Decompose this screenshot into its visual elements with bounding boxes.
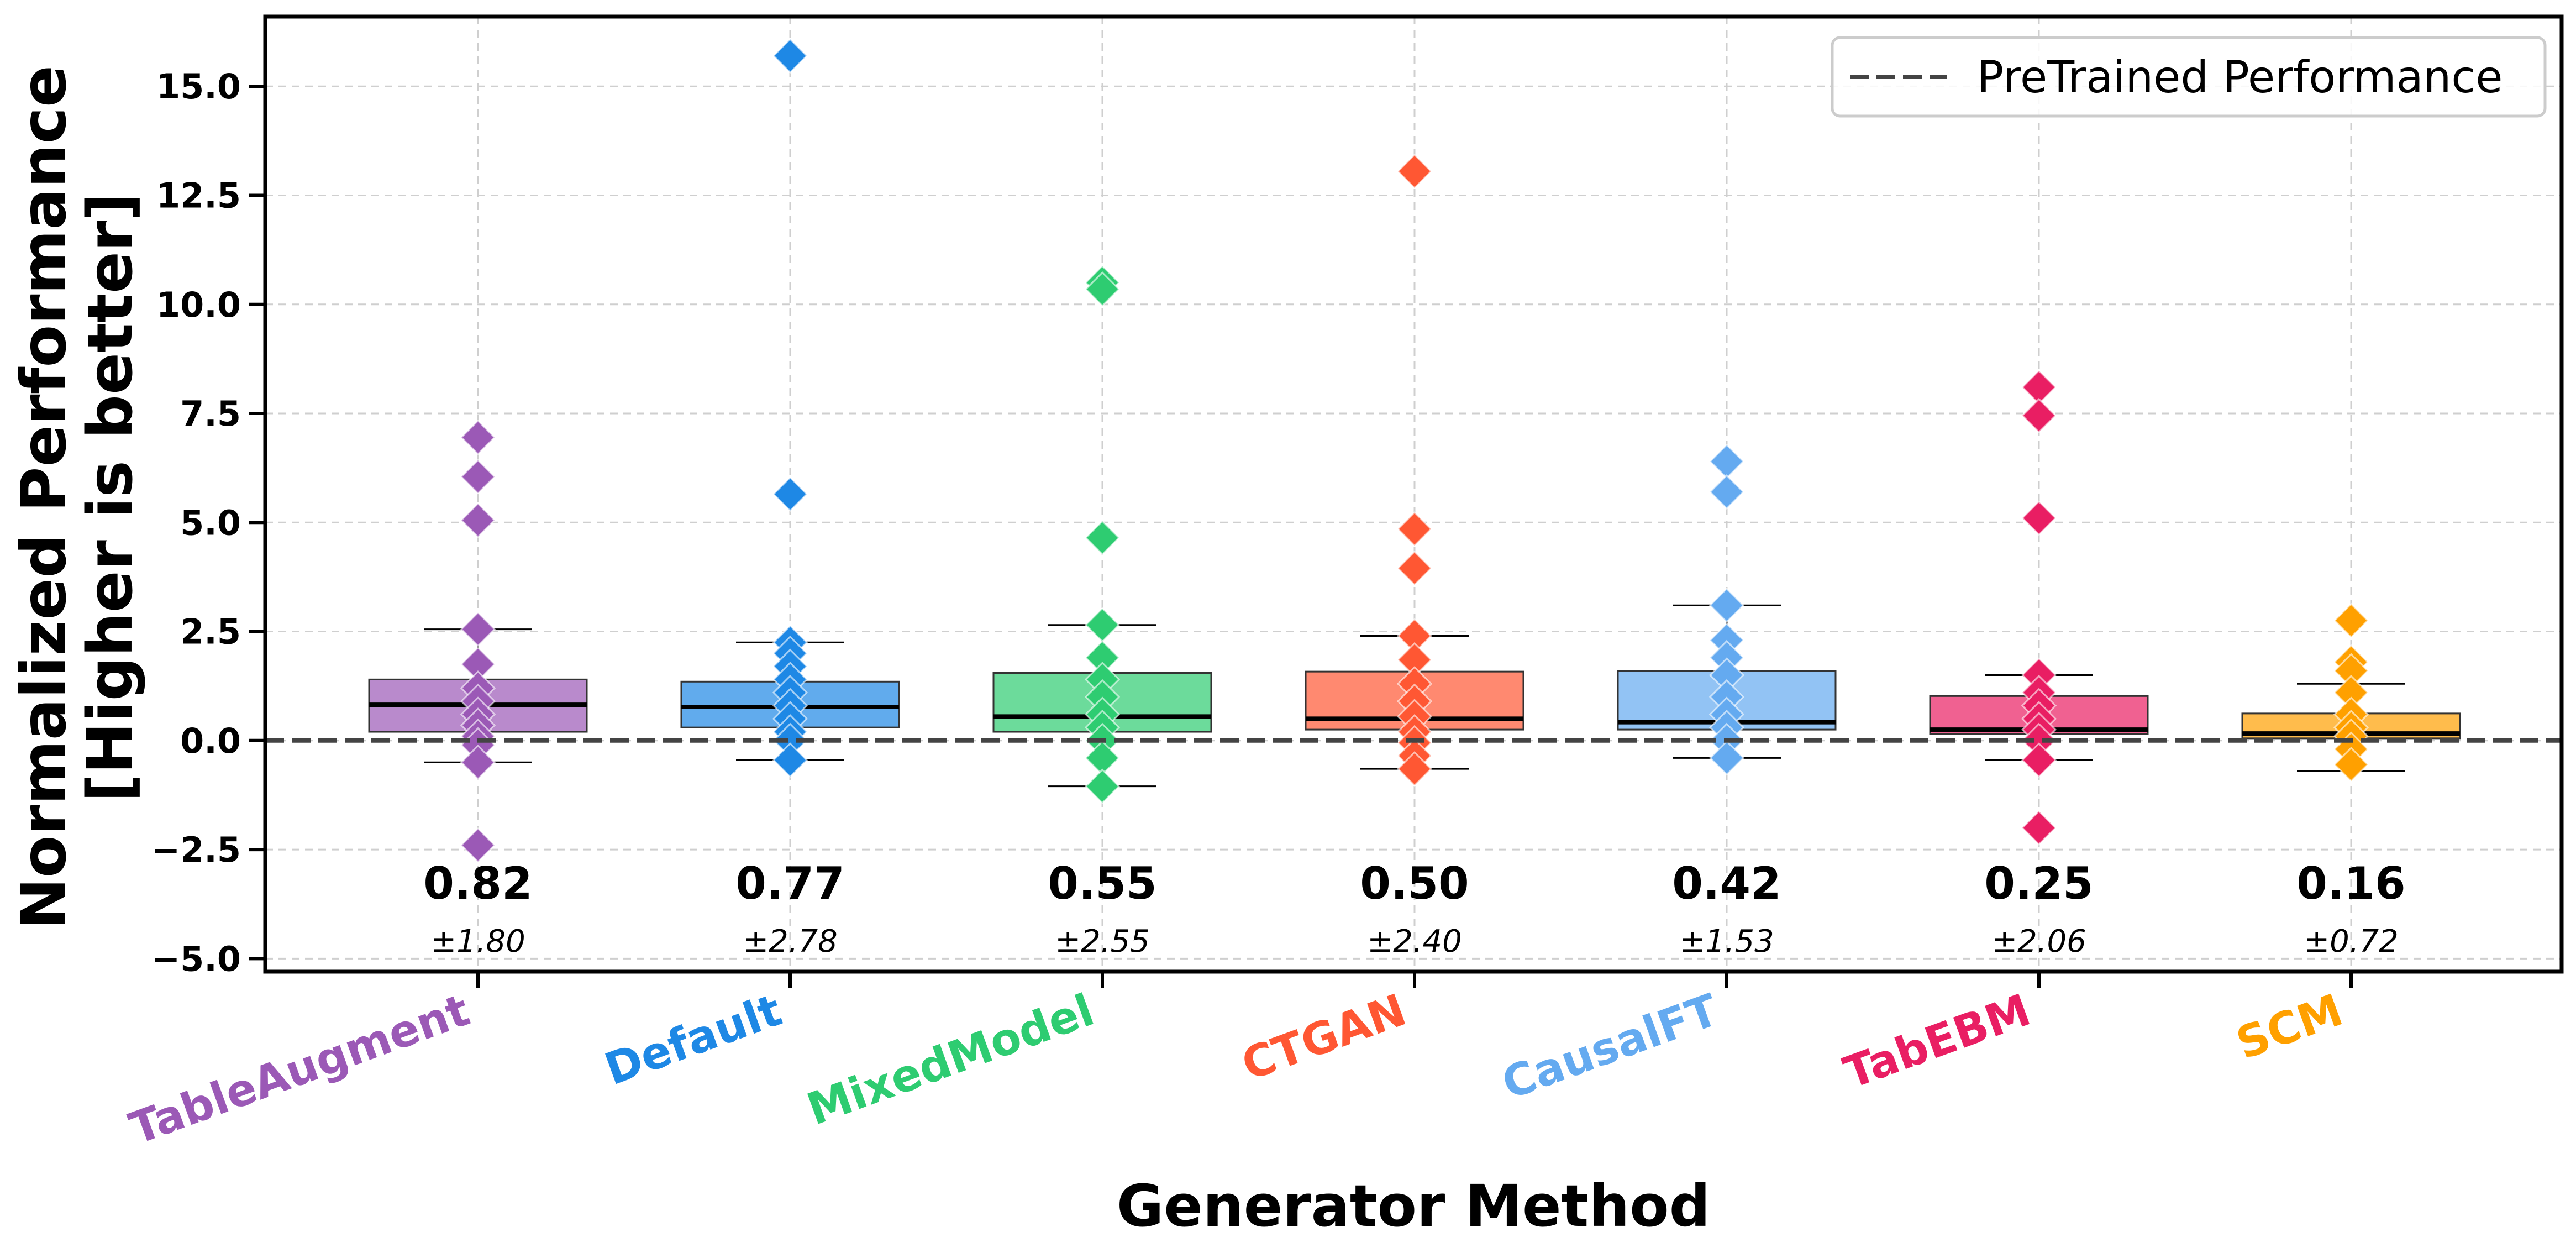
y-tick-label: 2.5 [180, 612, 241, 652]
y-axis: −5.0 −2.5 0.0 2.5 5.0 7.5 10.0 12.5 15.0 [151, 66, 265, 979]
x-axis-label: Generator Method [1117, 1172, 1710, 1240]
median-value-label: 0.82 [423, 858, 532, 909]
data-point [460, 420, 496, 455]
data-point [2021, 397, 2057, 434]
data-point [460, 502, 496, 538]
data-points [460, 38, 2369, 863]
y-tick-label: −2.5 [151, 830, 241, 870]
legend-entry: PreTrained Performance [1977, 51, 2503, 103]
median-value-label: 0.50 [1360, 858, 1469, 909]
data-point [2021, 810, 2057, 846]
median-value-label: 0.16 [2296, 858, 2405, 909]
data-point [460, 611, 496, 647]
std-value-label: ±1.80 [430, 924, 525, 960]
data-point [460, 827, 496, 863]
data-point [1396, 551, 1433, 586]
data-point [1396, 751, 1433, 787]
median-value-label: 0.77 [735, 858, 844, 909]
data-point [460, 459, 496, 495]
data-point [1708, 474, 1745, 510]
data-point [1708, 740, 1745, 776]
std-value-label: ±2.06 [1991, 924, 2086, 960]
value-labels: 0.82 ±1.80 0.77 ±2.78 0.55 ±2.55 0.50 ±2.40 0.42… [423, 858, 2405, 960]
data-point [460, 745, 496, 780]
data-point [772, 742, 808, 778]
data-point [2021, 500, 2057, 536]
data-point [772, 38, 808, 74]
y-tick-label: 15.0 [156, 66, 241, 107]
y-axis-label-line-1: Normalized Performance [8, 65, 80, 930]
y-tick-label: −5.0 [151, 939, 241, 979]
data-point [1708, 588, 1745, 623]
median-value-label: 0.25 [1984, 858, 2093, 909]
std-value-label: ±2.78 [743, 924, 838, 960]
y-tick-label: 0.0 [180, 721, 241, 761]
data-point [2021, 742, 2057, 778]
median-value-label: 0.42 [1672, 858, 1781, 909]
data-point [2333, 602, 2369, 638]
std-value-label: ±0.72 [2304, 924, 2399, 960]
legend: PreTrained Performance [1831, 36, 2547, 118]
y-tick-label: 12.5 [156, 176, 241, 216]
std-value-label: ±1.53 [1679, 924, 1774, 960]
data-point [1084, 271, 1121, 307]
y-tick-label: 10.0 [156, 285, 241, 325]
data-point [2333, 747, 2369, 783]
data-point [1084, 768, 1121, 804]
y-axis-label-line-2: [Higher is better] [75, 192, 146, 802]
y-tick-label: 5.0 [180, 502, 241, 543]
data-point [1396, 511, 1433, 547]
std-value-label: ±2.55 [1055, 924, 1150, 960]
data-point [772, 476, 808, 512]
std-value-label: ±2.40 [1367, 924, 1462, 960]
median-value-label: 0.55 [1048, 858, 1156, 909]
y-tick-label: 7.5 [180, 394, 241, 434]
data-point [1396, 153, 1433, 190]
data-point [1084, 520, 1121, 556]
legend-box [1831, 36, 2547, 118]
